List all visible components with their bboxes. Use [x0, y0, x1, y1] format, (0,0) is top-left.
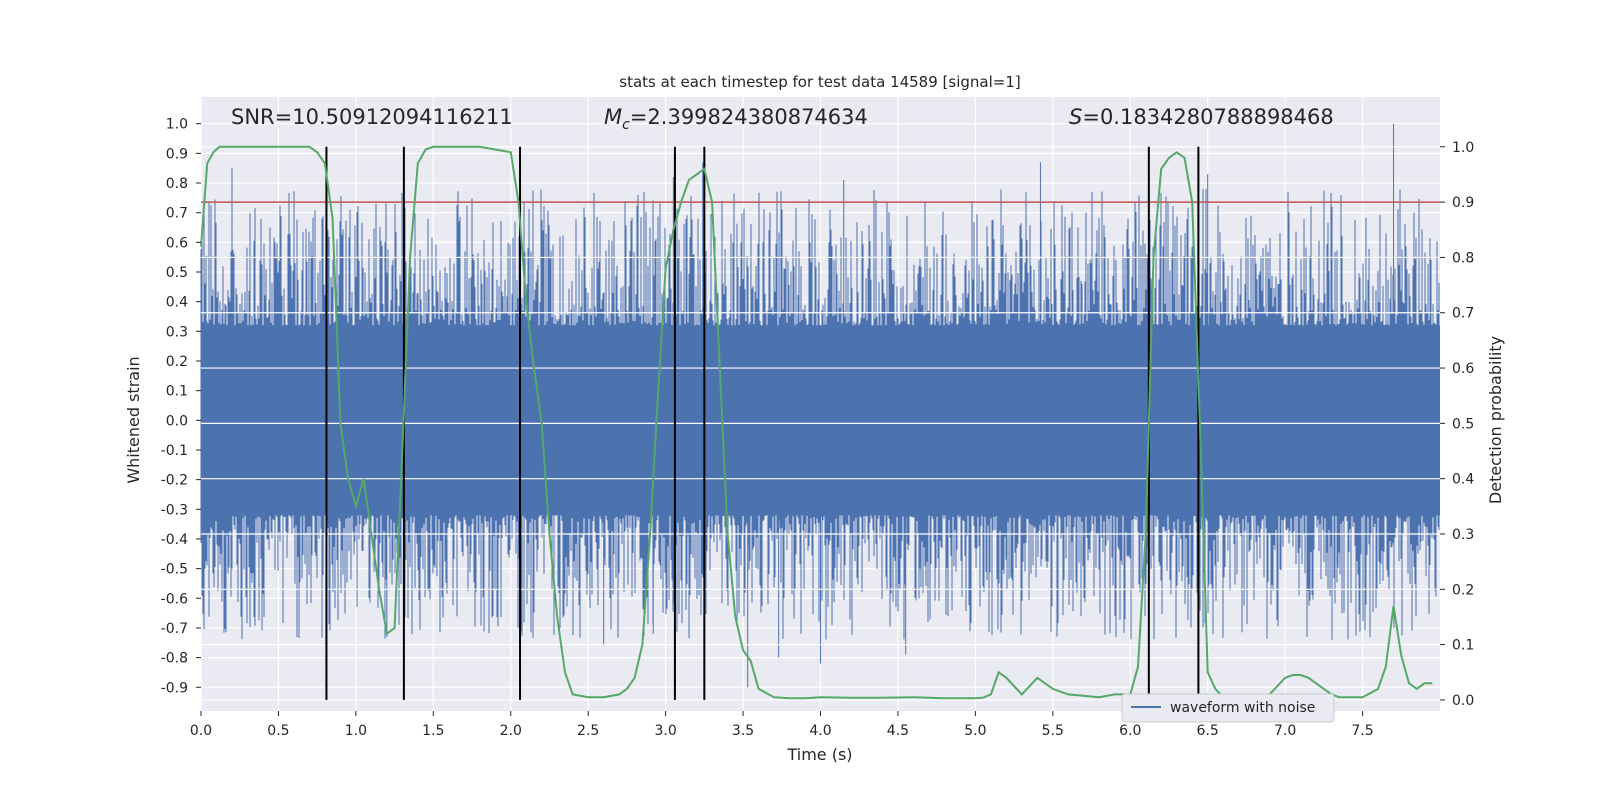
- y-tick-label: 0.7: [166, 206, 188, 222]
- y-tick-label: -0.4: [161, 532, 188, 548]
- y2-tick-label: 0.6: [1452, 361, 1474, 377]
- y-tick-label: 0.1: [166, 384, 188, 400]
- x-tick-label: 1.5: [422, 723, 444, 739]
- x-tick-label: 3.5: [732, 723, 754, 739]
- x-tick-label: 3.0: [654, 723, 676, 739]
- mc-symbol: M: [604, 105, 622, 129]
- x-tick-label: 0.5: [267, 723, 289, 739]
- vertical-markers: [325, 146, 1200, 700]
- s-symbol: S: [1069, 105, 1082, 129]
- y2-axis-label: Detection probability: [1486, 336, 1505, 504]
- legend-label: waveform with noise: [1170, 700, 1315, 716]
- y-tick-label: 0.0: [166, 413, 188, 429]
- y-tick-label: 0.3: [166, 324, 188, 340]
- y2-tick-label: 0.2: [1452, 582, 1474, 598]
- y-axis-label: Whitened strain: [124, 356, 143, 483]
- y-axis-ticks: 1.0 0.9 0.8 0.7 0.6 0.5 0.4 0.3 0.2 0.1 0.0 -0.1 -0.…: [161, 117, 201, 696]
- x-tick-label: 4.0: [809, 723, 831, 739]
- y-tick-label: -0.5: [161, 562, 188, 578]
- y-tick-label: 0.5: [166, 265, 188, 281]
- y2-tick-label: 0.3: [1452, 527, 1474, 543]
- y-tick-label: -0.9: [161, 680, 188, 696]
- snr-annotation: SNR=10.50912094116211: [231, 105, 513, 129]
- noise-trace: [200, 123, 1440, 688]
- y2-axis-ticks: 1.0 0.9 0.8 0.7 0.6 0.5 0.4 0.3 0.2 0.1 0.0: [1440, 140, 1474, 709]
- y2-tick-label: 0.5: [1452, 416, 1474, 432]
- legend: waveform with noise: [1121, 693, 1335, 723]
- y-tick-label: 1.0: [166, 117, 188, 133]
- y-tick-label: -0.8: [161, 651, 188, 667]
- y2-tick-label: 0.9: [1452, 195, 1474, 211]
- x-axis-label: Time (s): [786, 745, 852, 764]
- x-tick-label: 4.5: [887, 723, 909, 739]
- x-tick-label: 2.5: [577, 723, 599, 739]
- y-tick-label: -0.7: [161, 621, 188, 637]
- x-tick-label: 1.0: [345, 723, 367, 739]
- x-tick-label: 5.5: [1042, 723, 1064, 739]
- x-tick-label: 5.0: [964, 723, 986, 739]
- y-tick-label: 0.6: [166, 235, 188, 251]
- y-tick-label: -0.3: [161, 502, 188, 518]
- y-tick-label: 0.4: [166, 295, 188, 311]
- x-tick-label: 6.0: [1119, 723, 1141, 739]
- y2-tick-label: 1.0: [1452, 140, 1474, 156]
- chart-title: stats at each timestep for test data 145…: [619, 73, 1020, 91]
- x-tick-label: 6.5: [1197, 723, 1219, 739]
- y-tick-label: 0.8: [166, 176, 188, 192]
- y2-tick-label: 0.8: [1452, 250, 1474, 266]
- y-tick-label: 0.2: [166, 354, 188, 370]
- s-annotation: S=0.1834280788898468: [1069, 105, 1334, 129]
- x-tick-label: 2.0: [500, 723, 522, 739]
- mc-annotation: Mc=2.399824380874634: [604, 105, 868, 133]
- y2-tick-label: 0.4: [1452, 472, 1474, 488]
- noise-series: [200, 123, 1440, 688]
- y-tick-label: 0.9: [166, 146, 188, 162]
- y2-tick-label: 0.7: [1452, 306, 1474, 322]
- x-axis-ticks: 0.0 0.5 1.0 1.5 2.0 2.5 3.0 3.5 4.0 4.5 5.0 5.5 6.0 6…: [190, 711, 1374, 739]
- y2-tick-label: 0.0: [1452, 693, 1474, 709]
- legend-box: [1121, 693, 1335, 723]
- y-tick-label: -0.1: [161, 443, 188, 459]
- mc-value: =2.399824380874634: [630, 105, 868, 129]
- x-tick-label: 7.0: [1274, 723, 1296, 739]
- s-value: =0.1834280788898468: [1082, 105, 1333, 129]
- x-tick-label: 0.0: [190, 723, 212, 739]
- y2-tick-label: 0.1: [1452, 638, 1474, 654]
- x-tick-label: 7.5: [1351, 723, 1373, 739]
- y-tick-label: -0.6: [161, 591, 188, 607]
- mc-subscript: c: [622, 117, 630, 133]
- y-tick-label: -0.2: [161, 473, 188, 489]
